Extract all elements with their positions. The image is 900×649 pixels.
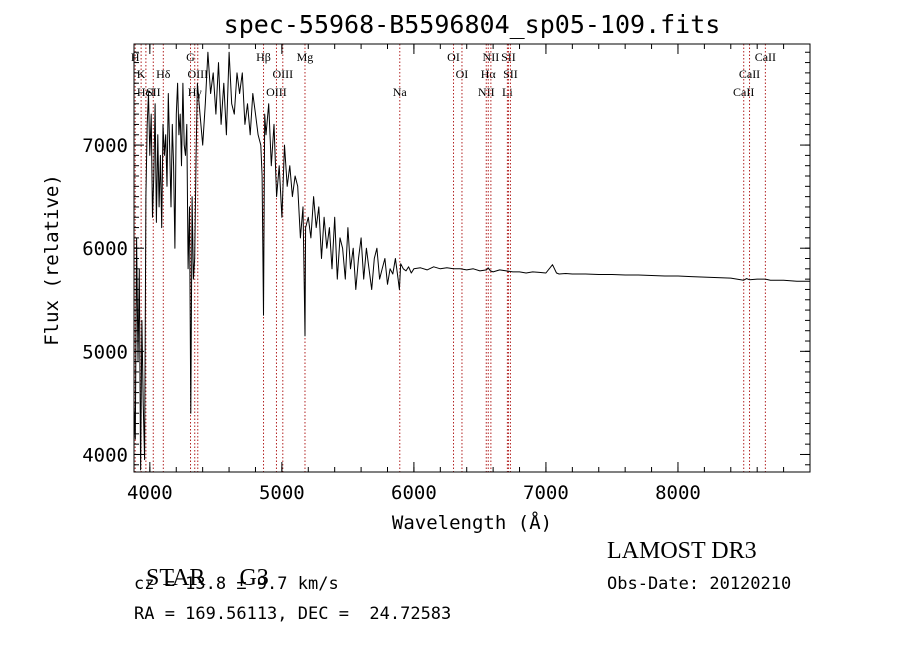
line-marker-label: Hγ <box>188 85 203 99</box>
line-marker-label: NII <box>483 50 500 64</box>
line-marker-label: Na <box>393 85 408 99</box>
x-tick-label: 8000 <box>655 482 701 504</box>
line-marker-label: NII <box>478 85 495 99</box>
line-marker-label: CaII <box>755 50 776 64</box>
y-tick-label: 5000 <box>82 341 128 363</box>
line-marker-label: SII <box>501 50 516 64</box>
line-marker-label: Hα <box>481 67 497 81</box>
axes-frame <box>133 43 811 473</box>
object-class: STAR G3 <box>134 538 269 592</box>
x-tick-label: 4000 <box>127 482 173 504</box>
coords-label: RA = 169.56113, DEC = 24.72583 <box>134 604 452 624</box>
x-tick-label: 5000 <box>259 482 305 504</box>
y-tick-label: 6000 <box>82 238 128 260</box>
line-marker-label: OIII <box>272 67 293 81</box>
line-marker-label: SII <box>146 85 161 99</box>
line-marker-label: OIII <box>266 85 287 99</box>
subclass-label: G3 <box>239 565 269 591</box>
line-marker-label: Mg <box>297 50 314 64</box>
line-marker-label: K <box>137 67 146 81</box>
line-marker-label: Hβ <box>256 50 271 64</box>
y-tick-label: 7000 <box>82 135 128 157</box>
axes: 4000 5000 6000 7000 8000 4000 5000 6000 7000 <box>82 43 811 504</box>
line-marker-label: G <box>186 50 195 64</box>
y-axis-label: Flux (relative) <box>41 174 63 346</box>
line-marker-label: H <box>131 50 140 64</box>
x-tick-label: 7000 <box>523 482 569 504</box>
line-marker-label: CaII <box>739 67 760 81</box>
redshift-label: cz = 13.8 ± 9.7 km/s <box>134 574 339 594</box>
survey-label: LAMOST DR3 <box>607 538 757 564</box>
plot-area <box>133 51 810 471</box>
y-tick-label: 4000 <box>82 444 128 466</box>
line-marker-label: Li <box>502 85 513 99</box>
line-marker-label: OI <box>456 67 469 81</box>
chart-title: spec-55968-B5596804_sp05-109.fits <box>224 10 721 39</box>
line-marker-label: HeI <box>137 85 155 99</box>
spectrum-series-line <box>133 51 810 471</box>
line-marker-label: OI <box>447 50 460 64</box>
class-label: STAR <box>146 565 206 591</box>
x-tick-label: 6000 <box>391 482 437 504</box>
x-axis-label: Wavelength (Å) <box>392 511 552 534</box>
line-marker-label: Hδ <box>156 67 171 81</box>
line-marker-label: SII <box>503 67 518 81</box>
line-marker-label: CaII <box>733 85 754 99</box>
obs-date-label: Obs-Date: 20120210 <box>607 574 792 594</box>
line-marker-label: OIII <box>187 67 208 81</box>
